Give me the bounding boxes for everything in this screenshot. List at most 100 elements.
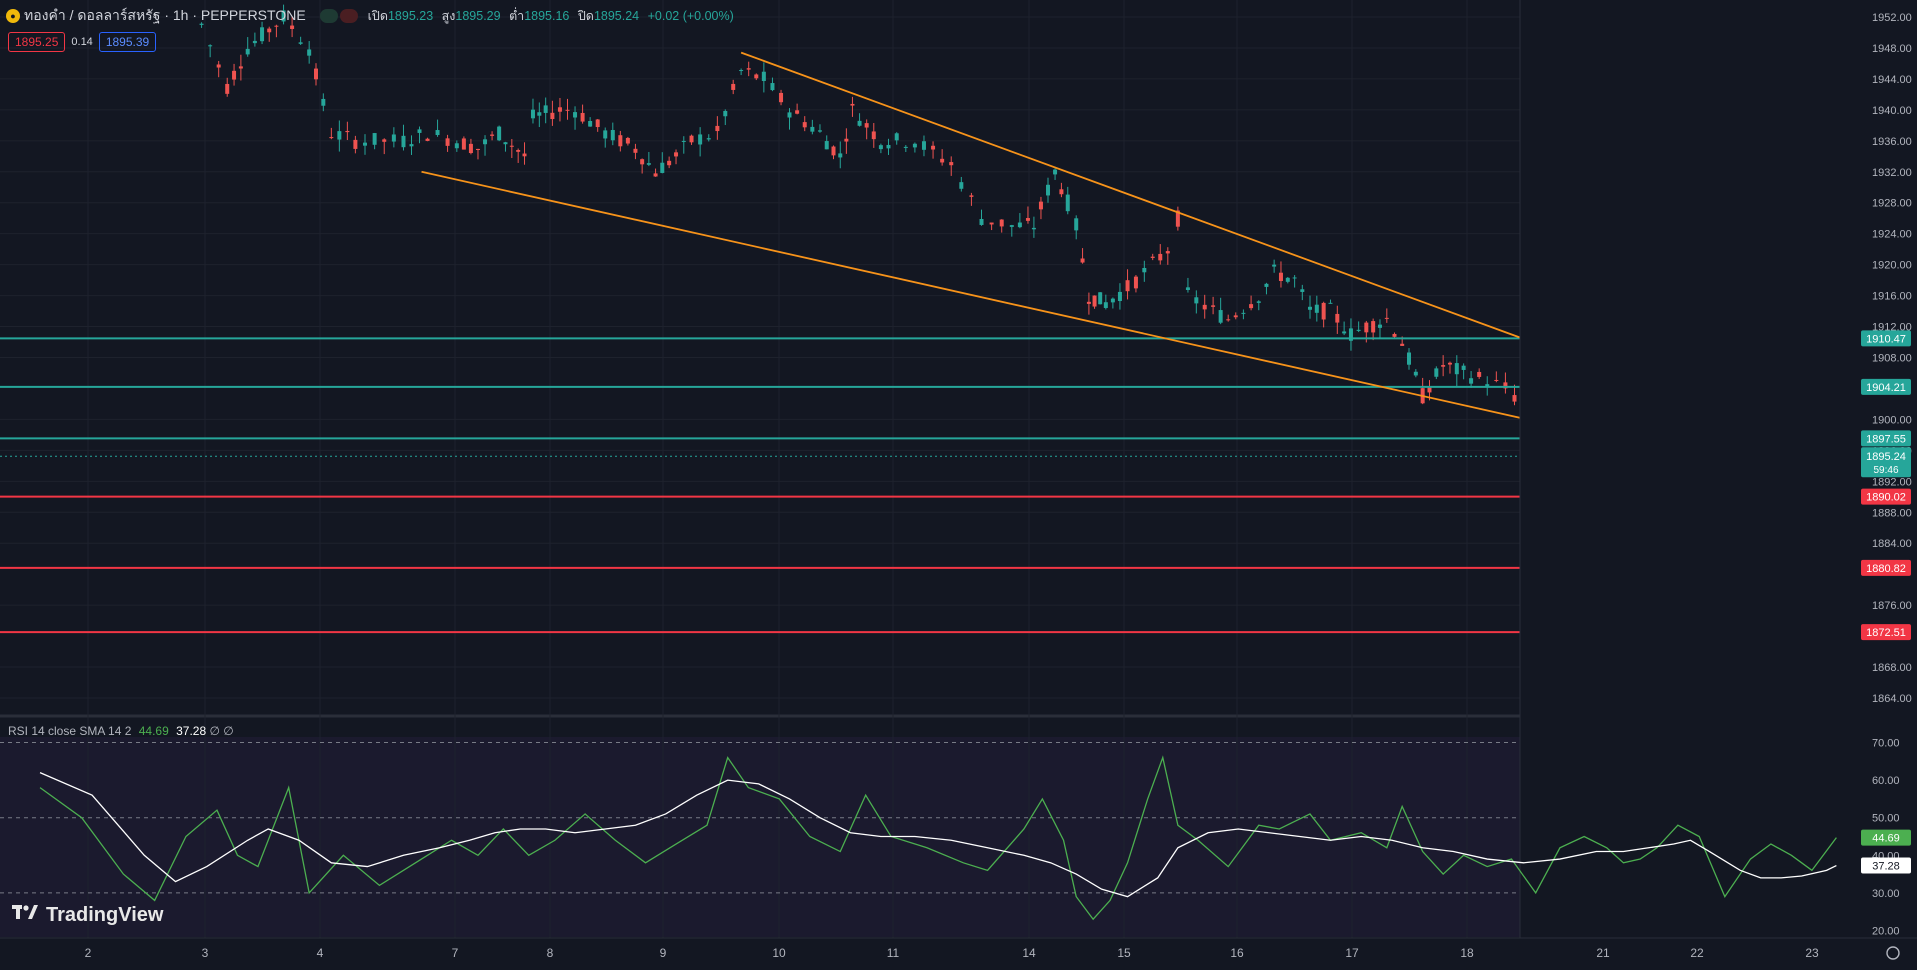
candle-body (580, 112, 585, 122)
rsi-tick-label: 60.00 (1872, 775, 1900, 787)
candle-body (1447, 362, 1452, 365)
candle-body (1314, 304, 1319, 313)
high-value: 1895.29 (455, 9, 501, 23)
candle-body (260, 27, 265, 42)
sell-button[interactable]: 1895.25 (8, 32, 66, 52)
candle-body (1241, 312, 1246, 314)
candle-body (1321, 302, 1326, 320)
time-tick-label: 9 (660, 946, 667, 960)
candle-body (232, 70, 237, 80)
price-tick-label: 1868.00 (1872, 662, 1912, 674)
data-delay-icon (339, 9, 358, 23)
logo-text: TradingView (46, 904, 164, 926)
candle-body (199, 23, 204, 25)
candle-body (723, 110, 728, 117)
time-tick-label: 11 (887, 946, 900, 960)
candle-body (761, 71, 766, 81)
rsi-ma-value: 37.28 (176, 724, 207, 738)
candle-body (903, 146, 908, 148)
level-axis-text-1872.51: 1872.51 (1866, 627, 1906, 639)
candle-body (353, 139, 358, 149)
candle-body (1133, 276, 1138, 289)
candle-body (1125, 280, 1130, 292)
candle-body (999, 219, 1004, 227)
candle-body (1065, 194, 1070, 212)
candle-body (1434, 368, 1439, 377)
candle-body (746, 68, 751, 70)
candle-body (754, 74, 759, 79)
candle-body (281, 10, 286, 22)
candle-body (940, 158, 945, 163)
candle-body (1150, 256, 1155, 258)
time-tick-label: 4 (317, 946, 324, 960)
candle-body (252, 40, 257, 44)
tradingview-logo[interactable]: ⁠ TradingView (12, 904, 163, 927)
level-axis-text-1897.55: 1897.55 (1866, 433, 1906, 445)
candle-body (274, 25, 279, 27)
candle-body (468, 143, 473, 154)
candle-body (475, 148, 480, 151)
time-tick-label: 23 (1805, 946, 1819, 960)
rsi-legend[interactable]: RSI 14 close SMA 14 2 44.69 37.28 ∅ ∅ (8, 724, 234, 738)
candle-body (290, 25, 295, 29)
candle-body (824, 141, 829, 150)
candle-body (1086, 301, 1091, 304)
candle-body (509, 145, 514, 147)
candle-body (1272, 264, 1277, 267)
close-label: ปิด (577, 9, 594, 23)
price-tick-label: 1920.00 (1872, 260, 1912, 272)
time-tick-label: 22 (1690, 946, 1704, 960)
candle-body (802, 122, 807, 128)
candle-body (245, 48, 250, 55)
candle-body (1300, 289, 1305, 292)
candle-body (646, 163, 651, 165)
candle-body (1278, 272, 1283, 281)
symbol-header[interactable]: ● ทองคำ / ดอลลาร์สหรัฐ · 1h · PEPPERSTON… (6, 6, 739, 26)
gold-coin-icon: ● (6, 9, 20, 23)
candle-body (1098, 292, 1103, 305)
candle-body (1233, 315, 1238, 318)
buy-button[interactable]: 1895.39 (98, 32, 157, 52)
level-axis-text-1904.21: 1904.21 (1866, 382, 1906, 394)
level-axis-tag-1897.55 (1861, 430, 1911, 447)
candle-body (1469, 378, 1474, 384)
candle-body (969, 195, 974, 197)
candle-body (1384, 317, 1389, 319)
candle-body (698, 134, 703, 145)
close-value: 1895.24 (593, 9, 640, 23)
candle-body (461, 138, 466, 150)
time-tick-label: 14 (1022, 946, 1036, 960)
candle-body (1080, 258, 1085, 263)
rsi-ma-line (39, 771, 1837, 898)
tradingview-mark-icon: ⁠ (12, 905, 40, 926)
last-price-axis-tag (1861, 447, 1911, 478)
candle-body (625, 137, 630, 144)
price-tick-label: 1952.00 (1872, 12, 1912, 24)
candle-body (864, 123, 869, 128)
candle-body (503, 142, 508, 145)
candle-body (1342, 331, 1347, 334)
candle-body (1059, 189, 1064, 195)
open-value: 1895.23 (387, 9, 434, 23)
level-axis-tag-1880.82 (1861, 559, 1911, 576)
candle-body (1348, 328, 1353, 341)
candle-body (715, 125, 720, 132)
candle-body (1400, 343, 1405, 346)
time-tick-label: 10 (772, 946, 786, 960)
symbol-title[interactable]: ทองคำ / ดอลลาร์สหรัฐ · 1h · PEPPERSTONE (24, 7, 306, 23)
candle-body (1413, 371, 1418, 376)
candle-body (1264, 283, 1269, 287)
candle-body (1142, 267, 1147, 273)
candle-body (307, 49, 312, 56)
candle-body (537, 112, 542, 116)
candle-body (959, 182, 964, 189)
candle-body (238, 66, 243, 69)
price-tick-label: 1900.00 (1872, 414, 1912, 426)
level-axis-text-1890.02: 1890.02 (1866, 492, 1906, 504)
candle-body (522, 153, 527, 157)
countdown-axis-text: 59:46 (1873, 465, 1898, 476)
candle-body (660, 162, 665, 173)
candle-body (565, 109, 570, 111)
candle-body (1292, 277, 1297, 279)
